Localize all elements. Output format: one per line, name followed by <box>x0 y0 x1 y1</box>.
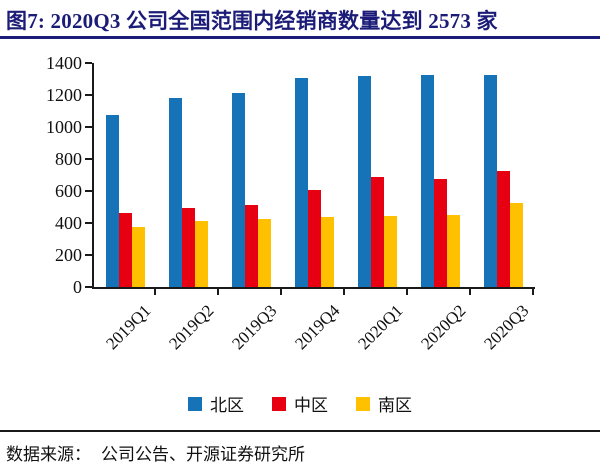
bar-北区-2020Q2 <box>421 75 434 287</box>
bar-group-2019Q3 <box>220 63 283 287</box>
bar-南区-2020Q1 <box>384 215 397 287</box>
data-source: 数据来源： 公司公告、开源证券研究所 <box>6 440 305 465</box>
chart-legend: 北区 中区 南区 <box>0 391 600 416</box>
bar-中区-2019Q2 <box>182 207 195 287</box>
x-axis-tick-mark <box>154 289 156 295</box>
y-axis-tick-label: 200 <box>55 245 82 265</box>
y-axis-tick-label: 800 <box>55 149 82 169</box>
legend-item-南区: 南区 <box>356 391 412 416</box>
bar-北区-2019Q4 <box>295 78 308 287</box>
bar-group-2020Q3 <box>472 63 535 287</box>
data-source-text: 公司公告、开源证券研究所 <box>101 445 305 464</box>
y-axis-tick-label: 0 <box>73 277 82 297</box>
x-axis-tick-mark <box>280 289 282 295</box>
bar-中区-2020Q3 <box>497 171 510 287</box>
x-axis-tick-mark <box>217 289 219 295</box>
bar-group-2019Q1 <box>94 63 157 287</box>
legend-label: 南区 <box>378 396 412 415</box>
plot-area <box>92 63 535 289</box>
legend-item-北区: 北区 <box>188 391 244 416</box>
bar-北区-2020Q1 <box>358 75 371 287</box>
y-axis-tick-label: 1200 <box>46 85 82 105</box>
x-axis-tick-mark <box>532 289 534 295</box>
x-axis-tick-mark <box>469 289 471 295</box>
bar-中区-2019Q3 <box>245 204 258 287</box>
y-axis-tick-mark <box>85 190 92 192</box>
bar-中区-2019Q1 <box>119 212 132 287</box>
bar-中区-2019Q4 <box>308 190 321 287</box>
bar-中区-2020Q1 <box>371 176 384 287</box>
title-divider <box>0 36 600 39</box>
bar-南区-2019Q2 <box>195 221 208 287</box>
y-axis-tick-label: 400 <box>55 213 82 233</box>
legend-swatch-icon <box>272 396 286 411</box>
y-axis-tick-mark <box>85 286 92 288</box>
y-axis-tick-mark <box>85 126 92 128</box>
bar-南区-2019Q3 <box>258 219 271 287</box>
bar-group-2020Q2 <box>409 63 472 287</box>
x-axis-tick-mark <box>343 289 345 295</box>
y-axis-tick-mark <box>85 222 92 224</box>
bar-南区-2020Q2 <box>447 214 460 287</box>
legend-swatch-icon <box>356 396 370 411</box>
legend-swatch-icon <box>188 396 202 411</box>
bar-北区-2019Q1 <box>106 115 119 287</box>
bar-group-2019Q4 <box>283 63 346 287</box>
y-axis-tick-mark <box>85 94 92 96</box>
bar-北区-2019Q3 <box>232 93 245 287</box>
bar-group-2019Q2 <box>157 63 220 287</box>
bar-北区-2019Q2 <box>169 98 182 287</box>
bar-中区-2020Q2 <box>434 179 447 287</box>
y-axis-tick-mark <box>85 62 92 64</box>
y-axis-tick-mark <box>85 254 92 256</box>
legend-label: 北区 <box>210 396 244 415</box>
footer-divider <box>0 430 600 432</box>
y-axis-tick-label: 600 <box>55 181 82 201</box>
y-axis-tick-mark <box>85 158 92 160</box>
bar-南区-2019Q1 <box>132 227 145 287</box>
x-axis-tick-mark <box>406 289 408 295</box>
bar-南区-2019Q4 <box>321 217 334 287</box>
y-axis-tick-label: 1400 <box>46 53 82 73</box>
bar-北区-2020Q3 <box>484 75 497 287</box>
legend-item-中区: 中区 <box>272 391 328 416</box>
bar-南区-2020Q3 <box>510 203 523 287</box>
y-axis-tick-label: 1000 <box>46 117 82 137</box>
figure-title: 图7: 2020Q3 公司全国范围内经销商数量达到 2573 家 <box>6 9 498 33</box>
bar-group-2020Q1 <box>346 63 409 287</box>
legend-label: 中区 <box>294 396 328 415</box>
data-source-label: 数据来源： <box>6 445 91 464</box>
